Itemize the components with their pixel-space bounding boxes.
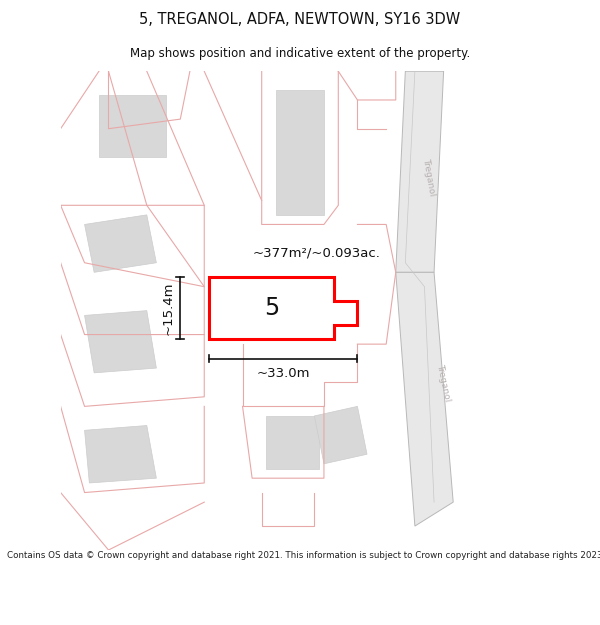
Polygon shape xyxy=(266,416,319,469)
Text: Treganol: Treganol xyxy=(422,157,437,196)
Polygon shape xyxy=(314,406,367,464)
Polygon shape xyxy=(85,311,157,373)
Text: Map shows position and indicative extent of the property.: Map shows position and indicative extent… xyxy=(130,47,470,60)
Polygon shape xyxy=(85,426,157,483)
Text: 5, TREGANOL, ADFA, NEWTOWN, SY16 3DW: 5, TREGANOL, ADFA, NEWTOWN, SY16 3DW xyxy=(139,12,461,28)
Text: 5: 5 xyxy=(263,296,279,320)
Text: Contains OS data © Crown copyright and database right 2021. This information is : Contains OS data © Crown copyright and d… xyxy=(7,551,600,561)
Text: ~33.0m: ~33.0m xyxy=(256,367,310,380)
Polygon shape xyxy=(99,95,166,158)
Text: ~377m²/~0.093ac.: ~377m²/~0.093ac. xyxy=(252,247,380,259)
Polygon shape xyxy=(209,277,358,339)
Polygon shape xyxy=(396,272,453,526)
Text: Treganol: Treganol xyxy=(435,362,452,402)
Polygon shape xyxy=(396,71,443,272)
Polygon shape xyxy=(85,215,157,272)
Text: ~15.4m: ~15.4m xyxy=(161,281,175,335)
Polygon shape xyxy=(276,91,324,215)
